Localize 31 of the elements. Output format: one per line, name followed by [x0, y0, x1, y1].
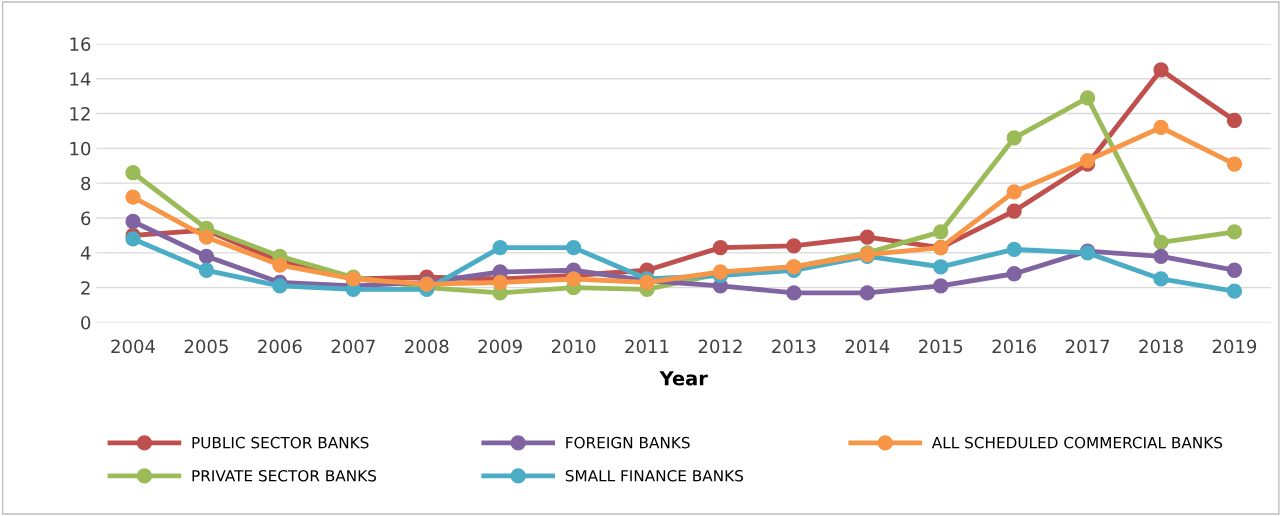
x-tick-label: 2006 [258, 339, 302, 354]
y-tick-label: 14 [70, 72, 91, 86]
y-tick-label: 12 [70, 106, 90, 121]
x-tick-label: 2015 [919, 339, 963, 354]
x-tick-label: 2004 [111, 339, 155, 354]
x-tick-label: 2019 [1212, 339, 1257, 354]
x-tick-label: 2018 [1139, 339, 1183, 354]
x-tick-label: 2017 [1065, 339, 1110, 354]
x-tick-label: 2016 [992, 339, 1036, 354]
x-tick-label: 2011 [625, 339, 669, 354]
x-tick-label: 2012 [698, 339, 742, 354]
y-tick-label: 4 [80, 246, 91, 260]
legend-label: PRIVATE SECTOR BANKS [192, 469, 377, 482]
y-tick-label: 10 [70, 141, 91, 156]
x-tick-label: 2010 [551, 339, 596, 354]
x-tick-label: 2008 [405, 339, 449, 354]
x-tick-label: 2007 [331, 339, 375, 354]
x-tick-label: 2014 [845, 339, 890, 354]
y-tick-label: 6 [81, 211, 91, 226]
legend-label: PUBLIC SECTOR BANKS [192, 436, 369, 449]
x-tick-label: 2009 [478, 339, 522, 354]
y-tick-label: 8 [81, 176, 91, 191]
y-tick-label: 0 [81, 315, 91, 330]
legend-label: FOREIGN BANKS [566, 436, 690, 449]
x-tick-label: 2013 [772, 339, 816, 354]
legend-label: ALL SCHEDULED COMMERCIAL BANKS [931, 436, 1223, 449]
x-axis-title: Year [659, 371, 708, 386]
x-tick-label: 2005 [184, 339, 228, 354]
y-tick-label: 2 [81, 281, 90, 295]
y-tick-label: 16 [70, 37, 91, 51]
legend-label: SMALL FINANCE BANKS [565, 469, 743, 482]
